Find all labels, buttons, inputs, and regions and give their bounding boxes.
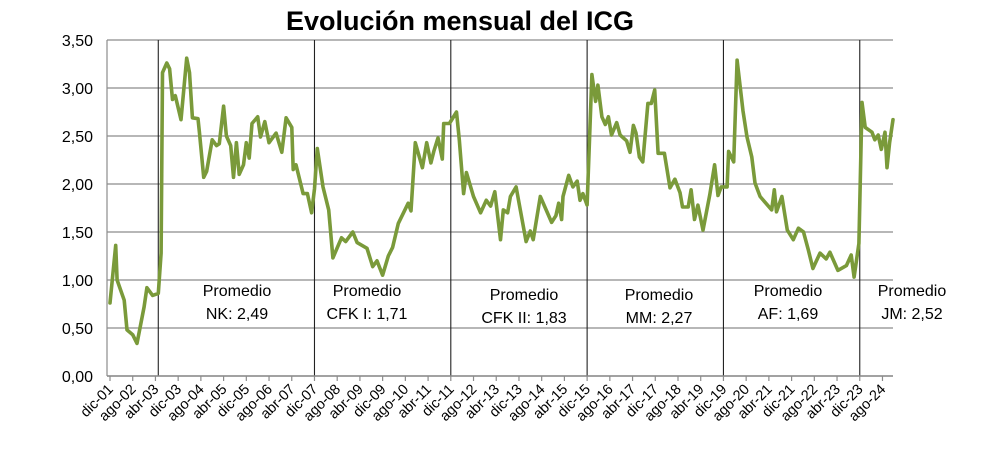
gridlines: [107, 39, 893, 377]
annotation-title: Promedio: [203, 283, 272, 300]
y-tick-label: 0,00: [62, 369, 93, 386]
annotation-value: MM: 2,27: [626, 310, 693, 327]
y-axis: 0,00 0,50 1,00 1,50 2,00 2,50 3,00 3,50: [62, 33, 108, 386]
x-axis: dic-01ago-02abr-03dic-03ago-04abr-05dic-…: [78, 375, 893, 425]
annotation-title: Promedio: [878, 283, 947, 300]
y-tick-label: 1,50: [62, 225, 93, 242]
annotation-value: CFK I: 1,71: [327, 306, 408, 323]
annotation-value: JM: 2,52: [881, 306, 942, 323]
series-icg: [108, 56, 895, 346]
annotation-value: NK: 2,49: [206, 306, 268, 323]
annotation-title: Promedio: [333, 283, 402, 300]
period-annotations: Promedio NK: 2,49 Promedio CFK I: 1,71 Prome…: [203, 283, 947, 327]
series-line-icg: [108, 56, 895, 346]
annotation-value: CFK II: 1,83: [481, 310, 566, 327]
annotation-value: AF: 1,69: [758, 306, 819, 323]
annotation-title: Promedio: [490, 287, 559, 304]
y-tick-label: 2,50: [62, 129, 93, 146]
y-tick-label: 1,00: [62, 273, 93, 290]
y-tick-label: 3,00: [62, 81, 93, 98]
chart-title: Evolución mensual del ICG: [286, 6, 634, 36]
y-tick-label: 2,00: [62, 177, 93, 194]
annotation-title: Promedio: [625, 287, 694, 304]
y-tick-label: 0,50: [62, 321, 93, 338]
y-tick-label: 3,50: [62, 33, 93, 50]
annotation-title: Promedio: [754, 283, 823, 300]
